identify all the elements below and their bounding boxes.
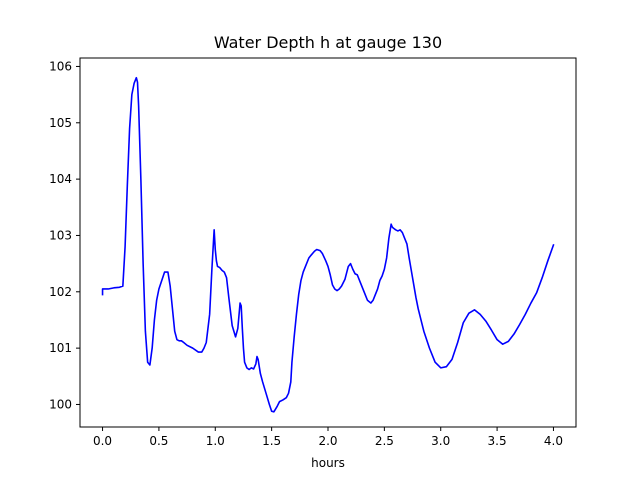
series-line-0 (101, 76, 555, 413)
y-tick-label: 101 (49, 341, 72, 355)
y-tick-label: 104 (49, 172, 72, 186)
x-tick-label: 1.0 (206, 434, 225, 448)
x-tick-label: 2.5 (375, 434, 394, 448)
chart-title: Water Depth h at gauge 130 (214, 33, 442, 52)
x-tick-label: 0.5 (149, 434, 168, 448)
plot-area: 0.0 0.5 1.0 1.5 2.0 2.5 3.0 3.5 4.0 100 101 102 103 1… (49, 57, 577, 448)
x-tick-label: 4.0 (544, 434, 563, 448)
y-tick-label: 106 (49, 59, 72, 73)
y-tick-label: 103 (49, 228, 72, 242)
x-tick-label: 3.0 (431, 434, 450, 448)
y-tick-label: 100 (49, 397, 72, 411)
x-tick-label: 0.0 (93, 434, 112, 448)
x-tick-label: 3.5 (488, 434, 507, 448)
y-tick-label: 105 (49, 116, 72, 130)
x-tick-label: 1.5 (262, 434, 281, 448)
y-tick-label: 102 (49, 285, 72, 299)
x-axis-label: hours (311, 456, 345, 470)
x-tick-label: 2.0 (318, 434, 337, 448)
